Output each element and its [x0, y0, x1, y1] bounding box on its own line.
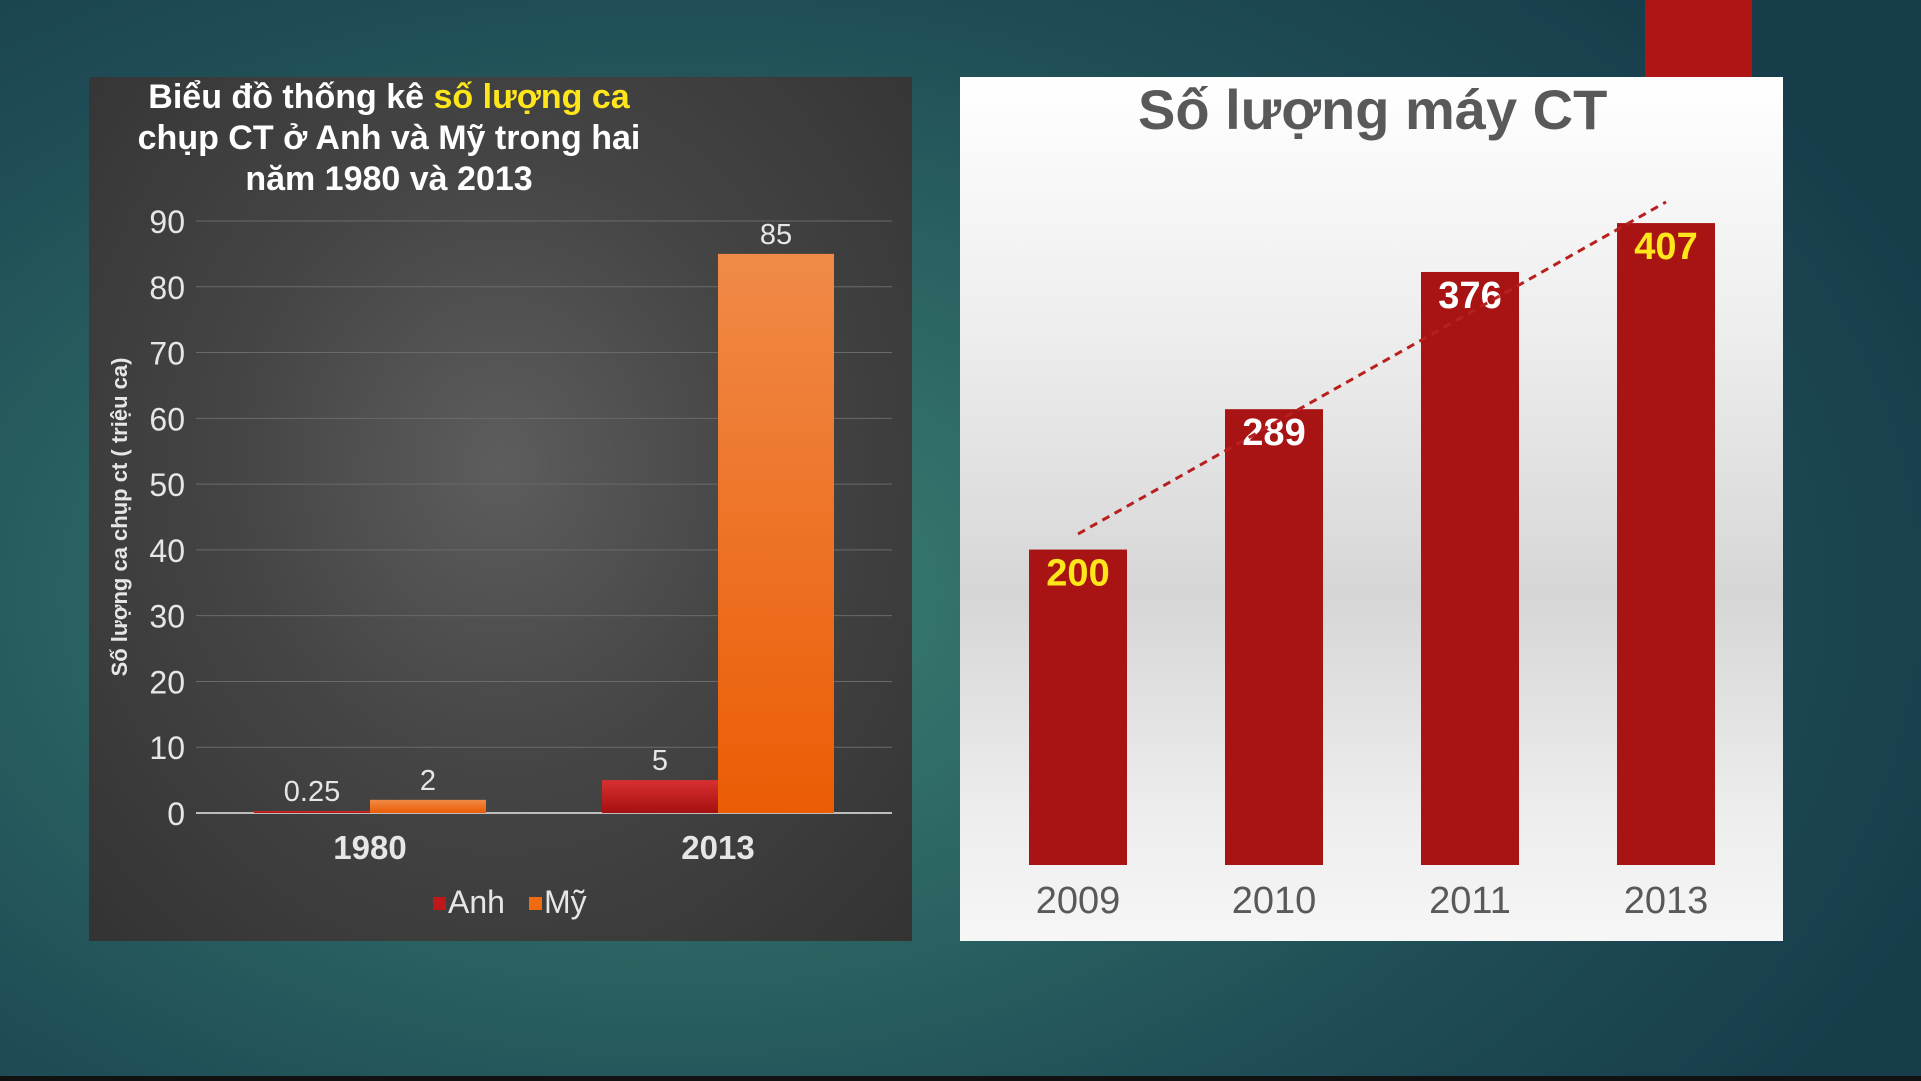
- y-tick-label: 0: [167, 796, 185, 832]
- bar-m-2013: [718, 253, 834, 813]
- bar-anh-2013: [602, 780, 718, 813]
- x-tick-label: 1980: [333, 829, 406, 866]
- legend-label: Anh: [448, 884, 505, 920]
- y-tick-label: 50: [149, 467, 185, 503]
- right-chart-svg: 200 2009 289 2010 376 2011 407 2013: [1029, 200, 1715, 922]
- x-tick-label: 2009: [1036, 880, 1121, 922]
- x-tick-label: 2010: [1232, 880, 1317, 922]
- data-label: 5: [652, 745, 668, 777]
- left-chart-title: Biểu đồ thống kê số lượng ca chụp CT ở A…: [119, 77, 659, 200]
- x-tick-label: 2013: [681, 829, 754, 866]
- y-tick-label: 70: [149, 336, 185, 372]
- y-tick-label: 20: [149, 664, 185, 700]
- right-title-text: Số lượng máy CT: [1138, 78, 1608, 141]
- left-title-part-after: chụp CT ở Anh và Mỹ trong hai năm 1980 v…: [137, 119, 641, 198]
- data-label: 376: [1438, 275, 1501, 317]
- left-chart-svg: 0 10 20 30 40 50 60 70 80 90 Số lượng ca chụp ct (…: [107, 204, 892, 920]
- data-label: 289: [1242, 412, 1305, 454]
- left-chart-panel: 0 10 20 30 40 50 60 70 80 90 Số lượng ca chụp ct (…: [89, 77, 912, 941]
- bar-anh-1980: [254, 811, 370, 813]
- x-tick-label: 2011: [1429, 880, 1511, 922]
- y-tick-label: 40: [149, 533, 185, 569]
- y-tick-label: 90: [149, 204, 185, 240]
- bar-2009: [1029, 549, 1127, 865]
- bottom-strip: [0, 1076, 1921, 1081]
- y-tick-label: 80: [149, 270, 185, 306]
- legend-swatch: [433, 897, 446, 910]
- data-label: 200: [1046, 553, 1109, 595]
- left-title-part-highlight: số lượng ca: [433, 78, 630, 116]
- right-chart-panel: 200 2009 289 2010 376 2011 407 2013 Số lượng má…: [960, 77, 1783, 941]
- data-label: 407: [1634, 226, 1697, 268]
- legend-swatch: [529, 897, 542, 910]
- y-tick-label: 30: [149, 599, 185, 635]
- bar-2013: [1617, 223, 1715, 866]
- data-label: 2: [420, 765, 436, 797]
- bar-m-1980: [370, 799, 486, 813]
- trendline: [1077, 200, 1667, 536]
- y-tick-label: 60: [149, 401, 185, 437]
- left-title-part-before: Biểu đồ thống kê: [148, 78, 434, 116]
- data-label: 0.25: [284, 776, 340, 808]
- bar-2010: [1225, 409, 1323, 865]
- legend-label: Mỹ: [544, 884, 587, 920]
- accent-tab: [1645, 0, 1752, 78]
- y-tick-label: 10: [149, 730, 185, 766]
- bar-2011: [1421, 271, 1519, 865]
- x-tick-label: 2013: [1624, 880, 1709, 922]
- data-label: 85: [760, 219, 792, 251]
- y-axis-title: Số lượng ca chụp ct ( triệu ca): [107, 358, 132, 677]
